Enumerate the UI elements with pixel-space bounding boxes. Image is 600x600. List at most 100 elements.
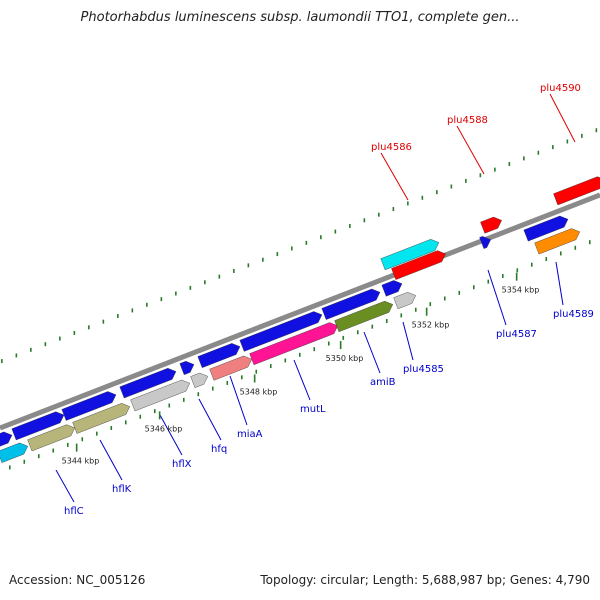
gene-feature[interactable] — [321, 288, 381, 320]
gene-feature[interactable] — [380, 239, 440, 271]
track-dot — [233, 268, 235, 273]
label-leader — [456, 125, 485, 175]
track-dot — [110, 426, 113, 431]
genome-summary: Topology: circular; Length: 5,688,987 bp… — [260, 573, 590, 587]
track-dot — [342, 335, 345, 340]
gene-label-plu4587[interactable]: plu4587 — [496, 329, 537, 340]
track-dot — [305, 240, 308, 245]
track-dot — [66, 442, 69, 447]
gene-label-plu4589[interactable]: plu4589 — [553, 309, 594, 320]
tick-mark — [158, 411, 161, 420]
track-dot — [59, 336, 61, 341]
track-dot — [407, 201, 409, 206]
tick-label: 5354 kbp — [502, 286, 540, 295]
track-dot — [414, 307, 417, 312]
track-dot — [284, 358, 287, 363]
track-guides — [1, 128, 598, 470]
label-leader — [229, 375, 248, 426]
gene-label-hflC[interactable]: hflC — [64, 506, 84, 517]
track-dot — [262, 257, 264, 262]
track-dot — [501, 273, 504, 278]
accession-text: Accession: NC_005126 — [9, 573, 146, 587]
gene-feature[interactable] — [391, 250, 446, 280]
gene-feature[interactable] — [534, 228, 581, 255]
track-dot — [392, 207, 395, 212]
gene-label-plu4586[interactable]: plu4586 — [371, 142, 412, 153]
label-leader — [363, 331, 381, 374]
track-dot — [226, 380, 229, 385]
track-dot — [595, 128, 598, 133]
track-dot — [566, 139, 569, 144]
track-dot — [160, 297, 163, 302]
track-dot — [1, 359, 3, 364]
track-dot — [73, 330, 76, 335]
track-dot — [465, 178, 467, 183]
gene-feature[interactable] — [523, 215, 569, 242]
tick-mark — [425, 307, 428, 316]
track-dot — [552, 145, 554, 150]
label-leader — [55, 469, 75, 503]
label-leader — [487, 269, 507, 326]
track-dot — [298, 352, 301, 357]
label-leader — [555, 261, 564, 306]
label-leader — [198, 398, 222, 441]
gene-feature[interactable] — [0, 442, 29, 463]
label-leader — [549, 93, 576, 143]
track-dot — [182, 397, 185, 402]
track-dot — [371, 324, 374, 329]
gene-label-plu4590[interactable]: plu4590 — [540, 83, 581, 94]
tick-label: 5352 kbp — [412, 321, 450, 330]
label-leader — [99, 439, 123, 481]
gene-feature[interactable] — [381, 280, 403, 297]
tick-mark — [339, 341, 342, 350]
gene-feature[interactable] — [179, 360, 195, 375]
gene-feature[interactable] — [393, 292, 417, 310]
gene-label-hflX[interactable]: hflX — [172, 459, 192, 470]
gene-features[interactable] — [0, 176, 600, 463]
gene-feature[interactable] — [119, 367, 177, 399]
gene-label-hflK[interactable]: hflK — [112, 484, 132, 495]
track-dot — [559, 251, 562, 256]
gene-feature[interactable] — [130, 379, 191, 412]
tick-mark — [515, 272, 518, 281]
gene-feature[interactable] — [11, 411, 65, 441]
genome-backbone — [0, 192, 600, 431]
track-dot — [508, 161, 511, 166]
tick-label: 5344 kbp — [62, 457, 100, 466]
track-dot — [189, 285, 192, 290]
label-leader — [159, 414, 183, 456]
gene-feature[interactable] — [249, 322, 339, 366]
gene-label-hfq[interactable]: hfq — [211, 444, 227, 455]
track-dot — [545, 257, 548, 262]
track-dot — [23, 459, 26, 464]
gene-feature[interactable] — [209, 355, 253, 381]
track-dot — [523, 156, 525, 161]
gene-feature[interactable] — [27, 424, 76, 452]
gene-feature[interactable] — [480, 216, 502, 234]
gene-feature[interactable] — [72, 403, 131, 434]
gene-feature[interactable] — [239, 311, 323, 352]
track-dot — [530, 262, 533, 267]
track-dot — [363, 218, 366, 223]
track-dot — [168, 403, 171, 408]
gene-label-amiB[interactable]: amiB — [370, 377, 396, 388]
gene-feature[interactable] — [197, 343, 241, 368]
track-dot — [385, 319, 388, 324]
label-leaders — [55, 93, 576, 503]
gene-feature[interactable] — [334, 300, 394, 333]
track-dot — [124, 420, 127, 425]
gene-feature[interactable] — [61, 391, 117, 421]
tick-label: 5350 kbp — [326, 354, 364, 363]
gene-feature[interactable] — [190, 372, 209, 388]
gene-label-plu4588[interactable]: plu4588 — [447, 115, 488, 126]
gene-feature[interactable] — [479, 236, 491, 249]
map-title: Photorhabdus luminescens subsp. laumondi… — [80, 10, 520, 25]
gene-feature[interactable] — [0, 431, 13, 448]
gene-label-mutL[interactable]: mutL — [300, 404, 326, 415]
track-dot — [276, 252, 279, 257]
gene-label-plu4585[interactable]: plu4585 — [403, 364, 444, 375]
gene-label-miaA[interactable]: miaA — [237, 429, 263, 440]
gene-feature[interactable] — [553, 176, 600, 206]
